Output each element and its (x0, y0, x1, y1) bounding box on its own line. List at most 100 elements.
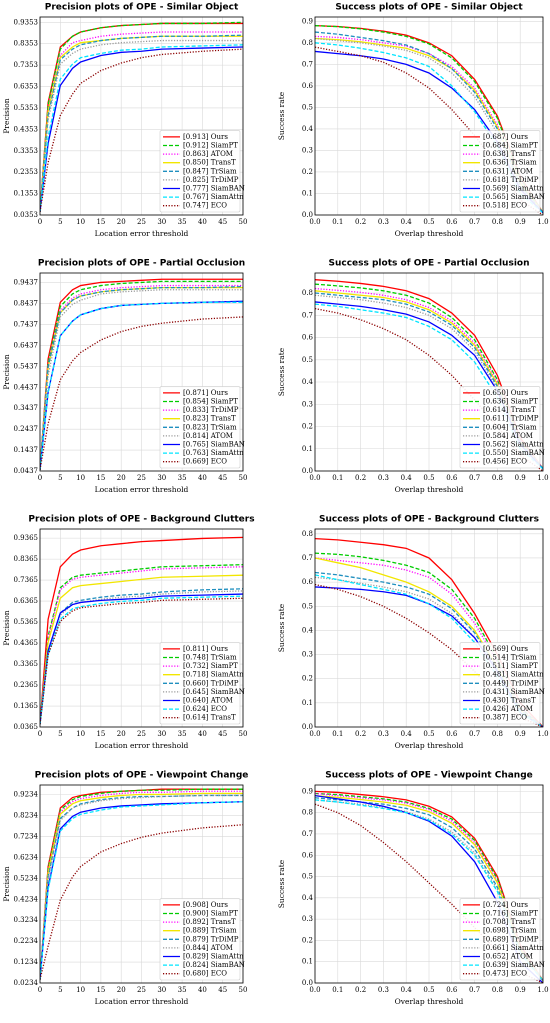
legend-label: [0.645] SiamBAN (183, 688, 245, 696)
x-tick-label: 10 (76, 474, 85, 482)
x-tick-label: 5 (58, 730, 62, 738)
x-axis-label: Overlap threshold (395, 997, 464, 1006)
legend-box (159, 898, 241, 981)
legend-label: [0.825] TrDiMP (183, 176, 239, 184)
y-tick-label: 0.3437 (14, 404, 39, 412)
x-axis-label: Location error threshold (95, 229, 189, 238)
x-tick-label: 0.0 (309, 218, 320, 226)
y-tick-label: 0.4 (302, 894, 314, 902)
y-tick-label: 0.4 (302, 626, 314, 634)
legend-label: [0.718] SiamAttn (183, 671, 244, 679)
x-tick-label: 40 (198, 218, 207, 226)
y-tick-label: 0.2234 (14, 937, 39, 945)
legend-label: [0.456] ECO (483, 458, 527, 466)
y-axis-label: Success rate (277, 347, 286, 396)
x-tick-label: 0.6 (446, 218, 458, 226)
y-tick-label: 0.3365 (14, 660, 39, 668)
chart-title: Success plots of OPE - Background Clutte… (319, 515, 539, 525)
legend-label: [0.689] TrDiMP (483, 935, 539, 943)
series-line (40, 34, 243, 212)
legend-label: [0.863] ATOM (183, 150, 233, 158)
x-tick-label: 0.4 (401, 730, 413, 738)
legend-label: [0.650] Ours (483, 389, 528, 397)
plot-frame (39, 16, 244, 216)
x-tick-label: 0.8 (492, 730, 503, 738)
x-tick-label: 20 (117, 474, 126, 482)
legend-label: [0.900] SiamPT (183, 910, 238, 918)
x-tick-label: 35 (178, 986, 187, 994)
x-tick-label: 30 (157, 218, 166, 226)
x-tick-label: 0.3 (378, 730, 389, 738)
legend-label: [0.562] SiamAttn (483, 441, 544, 449)
y-tick-label: 0.6234 (14, 853, 39, 861)
chart: Precision plots of OPE - Similar Object L… (2, 3, 247, 239)
legend-label: [0.611] TrDiMP (483, 415, 539, 423)
y-tick-label: 0.3 (302, 651, 313, 659)
y-tick-label: 0.8 (302, 289, 313, 297)
legend-label: [0.871] Ours (183, 389, 228, 397)
series-line (40, 794, 243, 980)
legend-label: [0.614] TransT (483, 406, 536, 414)
legend-label: [0.669] ECO (183, 458, 227, 466)
y-tick-label: 0.9353 (14, 18, 39, 26)
x-tick-label: 45 (218, 474, 227, 482)
y-tick-label: 0.2 (302, 675, 313, 683)
x-tick-label: 15 (96, 986, 105, 994)
x-tick-label: 0.5 (423, 218, 434, 226)
x-tick-label: 50 (239, 730, 248, 738)
legend-label: [0.767] SiamAttn (183, 193, 244, 201)
legend-label: [0.811] Ours (183, 645, 228, 653)
y-tick-label: 0.2365 (14, 681, 39, 689)
y-tick-label: 0.5353 (14, 104, 39, 112)
legend-label: [0.847] TrSiam (183, 167, 237, 175)
y-tick-label: 0.1 (302, 699, 313, 707)
y-tick-label: 0.8234 (14, 812, 39, 820)
x-tick-label: 0.8 (492, 474, 503, 482)
y-tick-label: 0.9 (302, 787, 313, 795)
y-tick-label: 0.2353 (14, 168, 39, 176)
x-tick-label: 40 (198, 474, 207, 482)
y-tick-label: 0.1 (302, 189, 313, 197)
x-tick-label: 0.6 (446, 986, 458, 994)
y-tick-label: 0.2437 (14, 425, 39, 433)
x-tick-label: 0.9 (515, 218, 526, 226)
y-tick-label: 0.1 (302, 445, 313, 453)
legend-box (159, 130, 241, 213)
legend-label: [0.569] SiamAttn (483, 185, 544, 193)
x-tick-label: 20 (117, 730, 126, 738)
x-tick-label: 0.4 (401, 474, 413, 482)
legend-label: [0.387] ECO (483, 714, 527, 722)
y-tick-label: 0.1353 (14, 190, 39, 198)
x-tick-label: 0.5 (423, 986, 434, 994)
x-tick-label: 0.3 (378, 986, 389, 994)
legend-label: [0.708] TransT (483, 918, 536, 926)
plot-frame (314, 272, 544, 472)
y-tick-label: 0.2 (302, 936, 313, 944)
x-tick-label: 30 (157, 474, 166, 482)
legend-label: [0.908] Ours (183, 901, 228, 909)
y-axis-label: Precision (2, 354, 11, 389)
legend-box (159, 386, 241, 469)
x-tick-label: 0 (38, 730, 42, 738)
legend-label: [0.660] TrDiMP (183, 679, 239, 687)
legend-label: [0.698] TrSiam (483, 927, 537, 935)
legend-label: [0.687] Ours (483, 133, 528, 141)
series-line (40, 285, 243, 470)
x-tick-label: 0 (38, 218, 42, 226)
x-tick-label: 10 (76, 986, 85, 994)
y-tick-label: 0.3353 (14, 147, 39, 155)
legend-label: [0.584] ATOM (483, 432, 533, 440)
chart-title: Success plots of OPE - Similar Object (335, 3, 523, 13)
series-line (40, 792, 243, 980)
plot-frame (314, 528, 544, 728)
y-tick-label: 0.9234 (14, 791, 39, 799)
series-line (315, 583, 543, 727)
legend-label: [0.473] ECO (483, 970, 527, 978)
x-tick-label: 0.2 (355, 474, 366, 482)
y-tick-label: 0.9 (302, 17, 313, 25)
legend-label: [0.889] TrSiam (183, 927, 237, 935)
y-tick-label: 0.0 (302, 979, 313, 987)
chart: Precision plots of OPE - Viewpoint Chang… (2, 771, 248, 1007)
series-line (40, 597, 243, 725)
